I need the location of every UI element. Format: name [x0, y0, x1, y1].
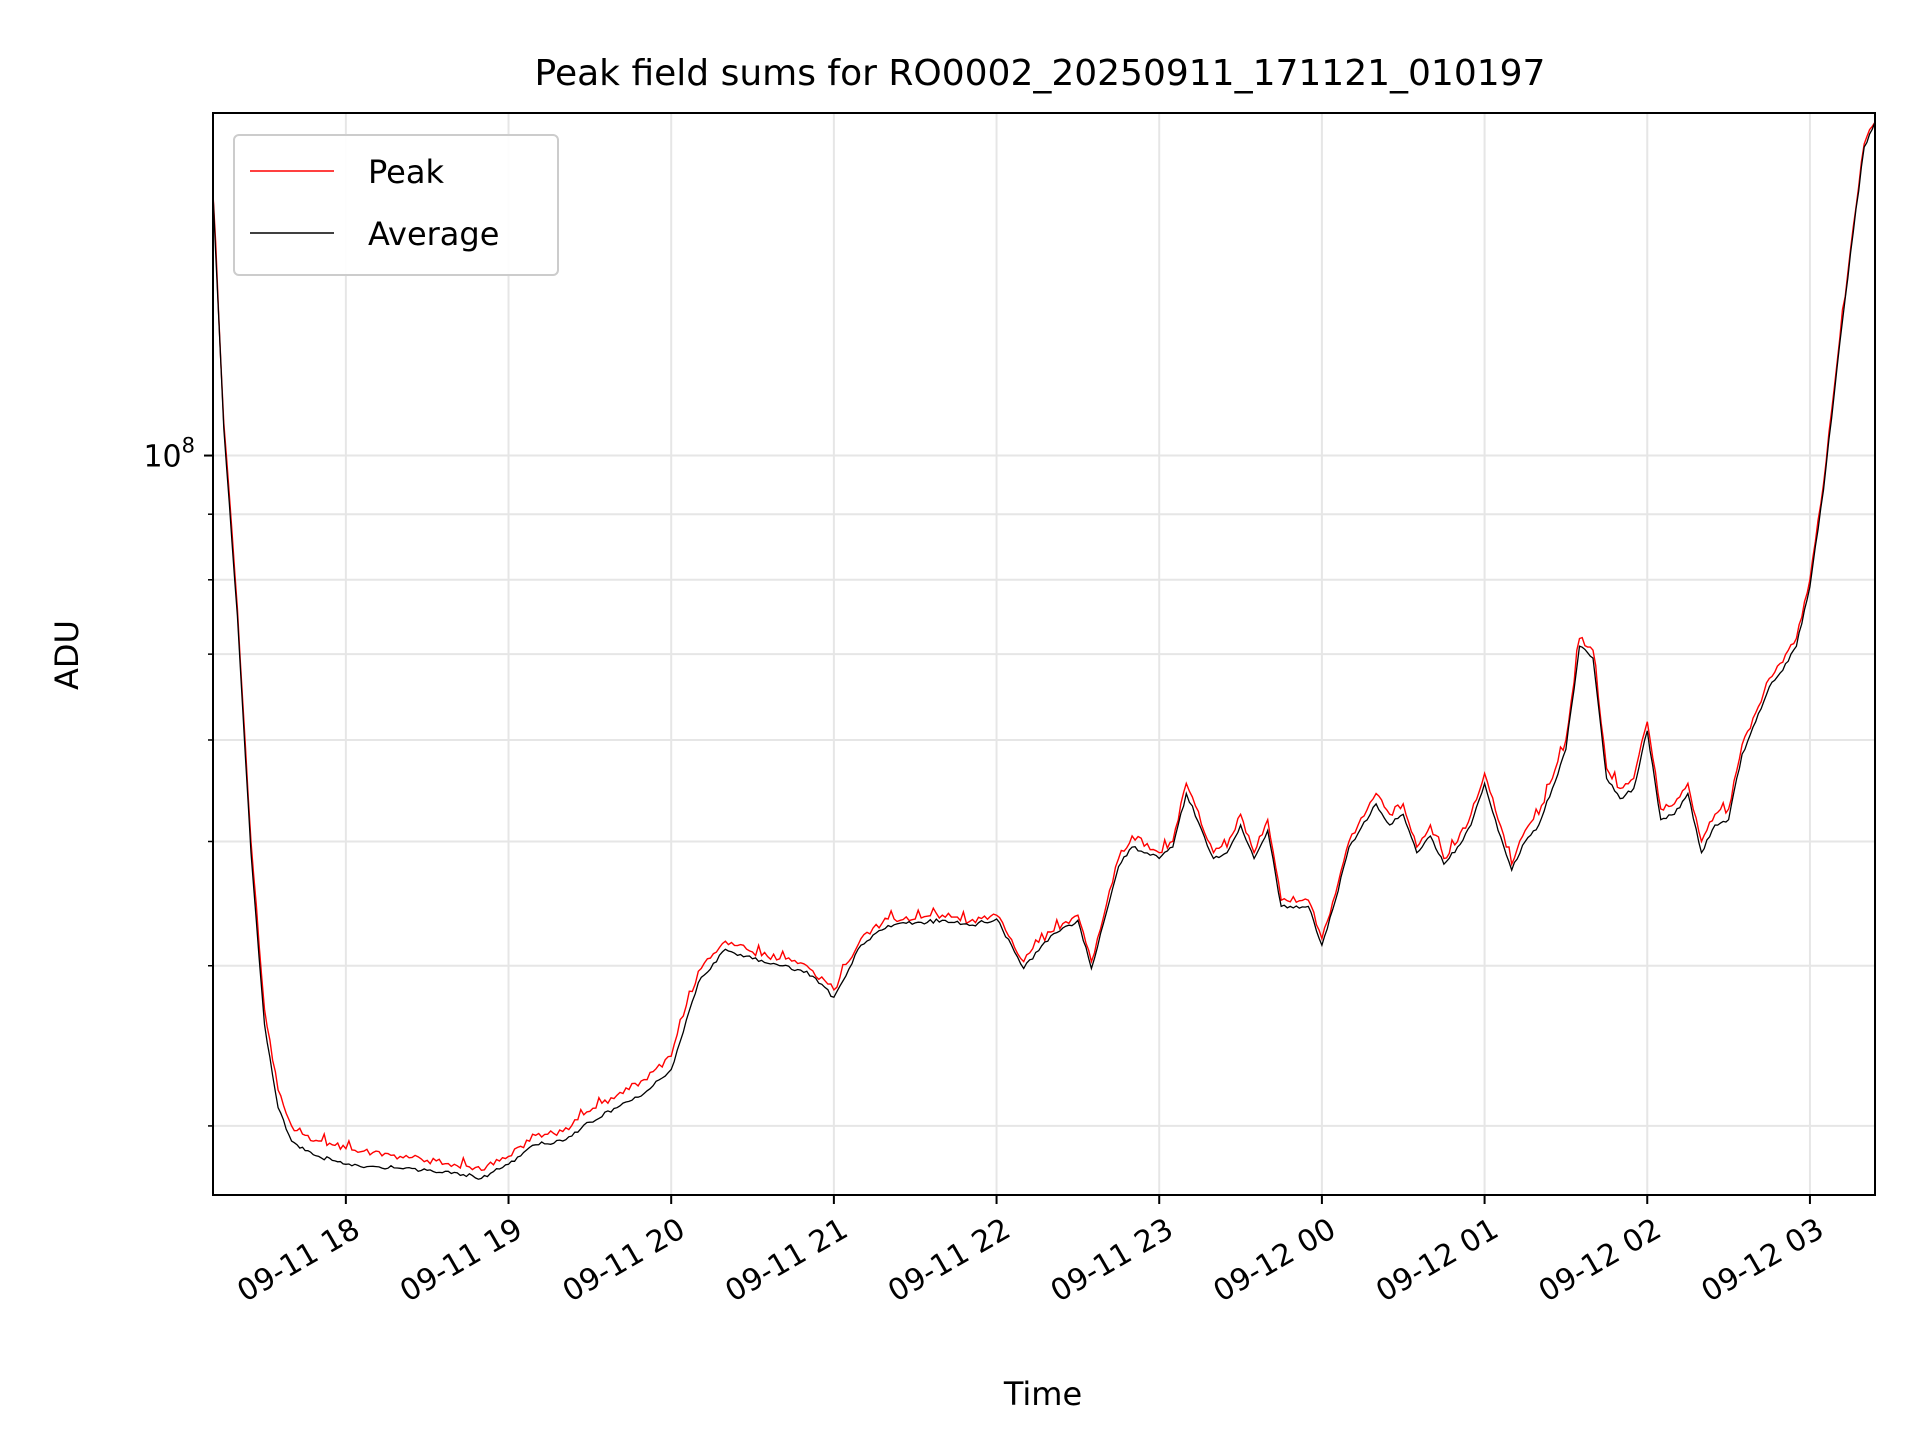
legend: Peak Average — [233, 134, 559, 276]
legend-average-label: Average — [368, 215, 499, 253]
chart-title: Peak field sums for RO0002_20250911_1711… — [535, 53, 1546, 94]
legend-box — [233, 134, 559, 276]
peak-series-line — [212, 121, 1876, 1172]
legend-peak-label: Peak — [368, 153, 444, 191]
series-layer — [212, 121, 1876, 1180]
y-axis-label: ADU — [48, 620, 86, 690]
average-series-line — [212, 121, 1876, 1180]
x-axis-label: Time — [1003, 1375, 1082, 1413]
grid — [213, 113, 1875, 1195]
